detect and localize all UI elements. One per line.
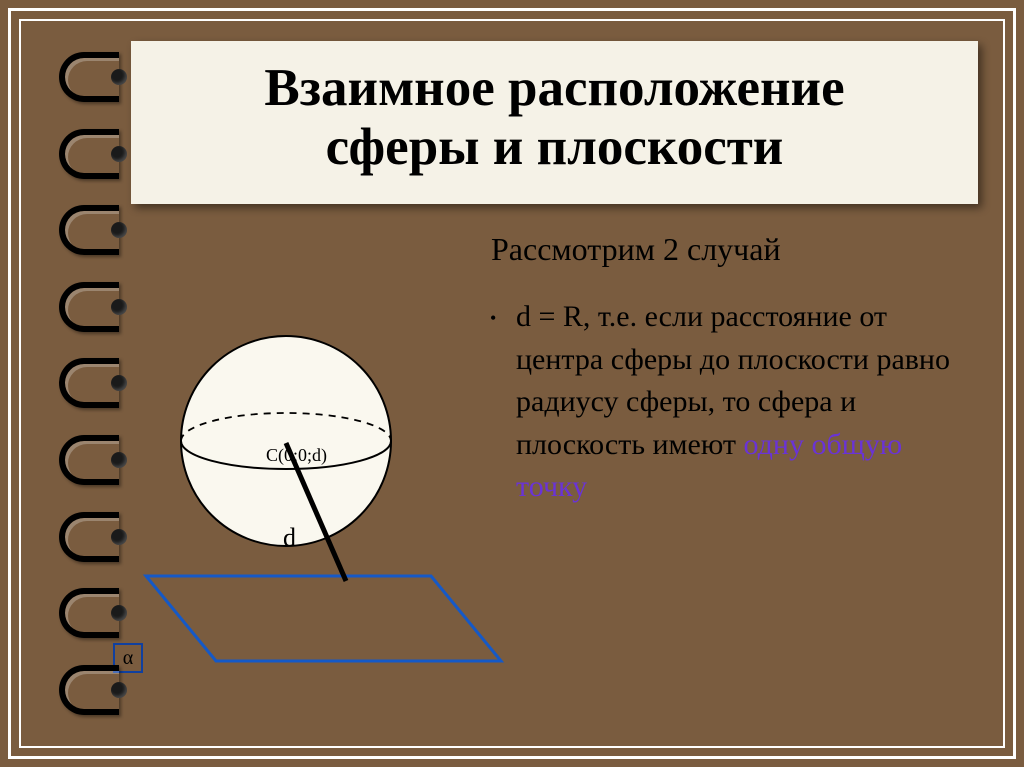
outer-frame: Взаимное расположение сферы и плоскости …	[8, 8, 1016, 759]
title-line-1: Взаимное расположение	[264, 59, 844, 117]
spiral-binding-icon	[39, 21, 129, 746]
plane-shape	[146, 576, 501, 661]
sphere-plane-diagram: С(0;0;d) d	[101, 321, 501, 701]
sphere-outline	[181, 336, 391, 546]
subtitle: Рассмотрим 2 случай	[491, 231, 781, 268]
body-bullet: • d = R, т.е. если расстояние от центра …	[516, 296, 963, 509]
center-label: С(0;0;d)	[266, 445, 327, 466]
inner-frame: Взаимное расположение сферы и плоскости …	[19, 19, 1005, 748]
title-card: Взаимное расположение сферы и плоскости	[131, 41, 978, 204]
slide: Взаимное расположение сферы и плоскости …	[21, 21, 1003, 746]
title-line-2: сферы и плоскости	[326, 118, 784, 176]
radius-label: d	[283, 523, 296, 552]
